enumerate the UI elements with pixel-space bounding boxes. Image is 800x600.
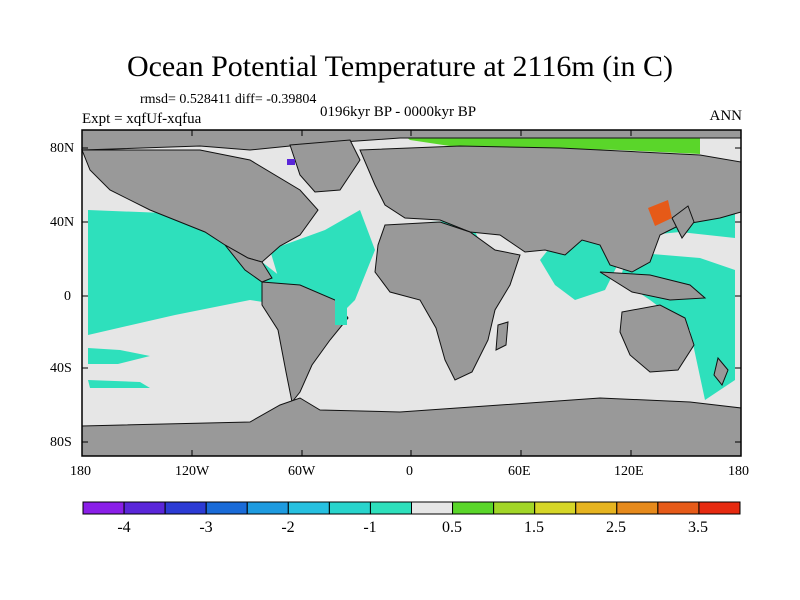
colorbar-segment	[657, 501, 700, 515]
colorbar-segment	[246, 501, 289, 515]
colorbar-segment	[328, 501, 371, 515]
colorbar-label: -3	[199, 519, 213, 536]
colorbar-label: -2	[281, 519, 295, 536]
lat-label-40s: 40S	[50, 361, 72, 376]
colorbar-label: -4	[117, 519, 131, 536]
land-masses	[81, 129, 742, 457]
axis-ticks	[82, 130, 741, 456]
lat-label-80n: 80N	[50, 141, 75, 156]
colorbar-segment	[164, 501, 207, 515]
colorbar-segment	[369, 501, 413, 515]
colorbar-segment	[493, 501, 536, 515]
colorbar-segment	[287, 501, 330, 515]
lon-label-120e: 120E	[614, 464, 644, 479]
lon-label-60e: 60E	[508, 464, 531, 479]
lat-label-80s: 80S	[50, 435, 72, 450]
lon-label-60w: 60W	[288, 464, 316, 479]
colorbar-segment	[698, 501, 741, 515]
colorbar	[82, 501, 741, 515]
colorbar-label: -1	[363, 519, 377, 536]
period-label: 0196kyr BP - 0000kyr BP	[320, 104, 477, 120]
colorbar-segment	[205, 501, 248, 515]
lon-label-180e: 180	[728, 464, 749, 479]
lon-label-180w: 180	[70, 464, 91, 479]
lat-label-0: 0	[64, 289, 71, 304]
season-label: ANN	[709, 108, 743, 124]
lat-label-40n: 40N	[50, 215, 75, 230]
colorbar-segment	[82, 501, 125, 515]
colorbar-label: 3.5	[688, 519, 708, 536]
lon-label-120w: 120W	[175, 464, 210, 479]
colorbar-segment	[534, 501, 577, 515]
colorbar-segment	[123, 501, 166, 515]
colorbar-segment	[616, 501, 659, 515]
colorbar-label: 2.5	[606, 519, 626, 536]
colorbar-segment	[411, 501, 454, 515]
south-atlantic-anomaly	[335, 285, 347, 325]
map-title: Ocean Potential Temperature at 2116m (in…	[126, 50, 674, 83]
colorbar-label: 1.5	[524, 519, 544, 536]
lon-label-0: 0	[406, 464, 413, 479]
stats-text: rmsd= 0.528411 diff= -0.39804	[140, 92, 317, 107]
colorbar-segment	[575, 501, 618, 515]
colorbar-label: 0.5	[442, 519, 462, 536]
negative-anomaly-patch	[287, 159, 295, 165]
experiment-label: Expt = xqfUf-xqfua	[82, 111, 202, 127]
colorbar-segment	[452, 501, 495, 515]
strong-positive-anomaly	[648, 200, 672, 226]
